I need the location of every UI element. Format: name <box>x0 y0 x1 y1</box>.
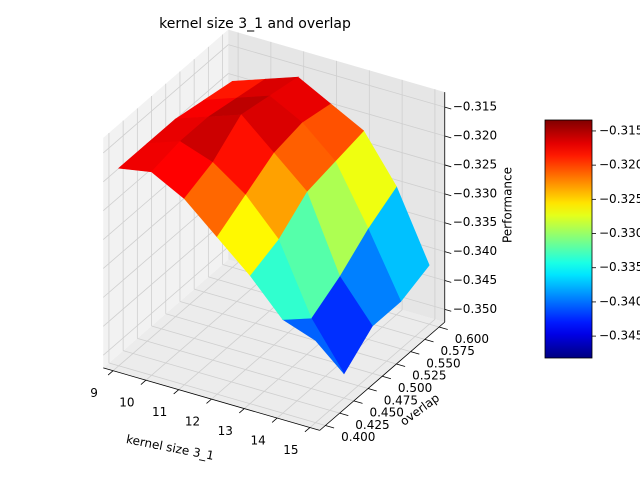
tick-mark <box>367 388 377 392</box>
x-axis-label: kernel size 3_1 <box>125 432 215 463</box>
tick-mark <box>444 164 452 168</box>
grid-line <box>137 337 354 402</box>
tick-mark <box>444 193 452 197</box>
z-tick-label: −0.335 <box>453 215 497 229</box>
tick-mark <box>353 400 363 404</box>
surface-patch <box>216 194 279 276</box>
tick-mark <box>304 427 311 433</box>
y-tick-label: 0.600 <box>455 332 489 346</box>
x-tick-label: 9 <box>90 386 98 400</box>
colorbar-tick-label: −0.320 <box>599 158 640 172</box>
colorbar-tick-label: −0.315 <box>599 123 640 137</box>
colorbar-tick-label: −0.340 <box>599 294 640 308</box>
y-tick-label: 0.550 <box>426 356 460 370</box>
colorbar-tick-label: −0.335 <box>599 260 640 274</box>
tick-mark <box>107 370 114 376</box>
tick-mark <box>271 417 278 423</box>
x-axis <box>103 367 320 431</box>
y-tick-label: 0.400 <box>341 430 375 444</box>
tick-mark <box>140 379 147 385</box>
tick-mark <box>173 389 179 395</box>
x-tick-label: 13 <box>218 424 233 438</box>
tick-mark <box>444 222 452 225</box>
grid-line <box>151 325 369 389</box>
grid-line <box>102 217 229 327</box>
z-tick-label: −0.325 <box>453 157 497 171</box>
tick-mark <box>410 351 420 355</box>
y-tick-label: 0.500 <box>398 381 432 395</box>
tick-mark <box>424 338 434 343</box>
grid-line <box>108 362 326 426</box>
tick-mark <box>444 280 452 283</box>
tick-mark <box>438 326 448 330</box>
x-tick-label: 12 <box>185 415 200 429</box>
y-tick-label: 0.450 <box>369 406 403 420</box>
z-tick-label: −0.345 <box>453 273 497 287</box>
tick-mark <box>444 135 452 139</box>
tick-mark <box>444 251 452 254</box>
tick-mark <box>325 425 335 429</box>
grid-line <box>179 301 397 365</box>
x-tick-label: 10 <box>119 396 134 410</box>
colorbar <box>544 119 593 359</box>
y-tick-label: 0.475 <box>384 393 418 407</box>
y-tick-label: 0.425 <box>355 418 389 432</box>
tick-mark <box>339 412 349 417</box>
y-axis <box>319 321 446 431</box>
z-axis-label: Performance <box>501 167 515 243</box>
tick-mark <box>206 398 212 404</box>
tick-mark <box>444 309 452 312</box>
tick-mark <box>396 363 406 367</box>
tick-mark <box>239 408 245 414</box>
colorbar-tick-label: −0.325 <box>599 192 640 206</box>
x-tick-label: 14 <box>250 434 265 448</box>
colorbar-tick-label: −0.345 <box>599 329 640 343</box>
grid-line <box>102 44 229 154</box>
tick-mark <box>444 106 452 110</box>
x-tick-label: 11 <box>152 405 167 419</box>
z-tick-label: −0.350 <box>453 302 497 316</box>
chart-title: kernel size 3_1 and overlap <box>159 16 351 32</box>
z-tick-label: −0.340 <box>453 244 497 258</box>
tick-mark <box>382 375 392 380</box>
colorbar-tick-label: −0.330 <box>599 226 640 240</box>
z-tick-label: −0.320 <box>453 129 497 143</box>
grid-line <box>228 44 445 108</box>
grid-line <box>102 246 229 356</box>
z-tick-label: −0.315 <box>453 100 497 114</box>
y-tick-label: 0.525 <box>412 369 446 383</box>
x-tick-label: 15 <box>283 443 298 457</box>
grid-line <box>123 350 340 414</box>
y-tick-label: 0.575 <box>441 344 475 358</box>
z-tick-label: −0.330 <box>453 186 497 200</box>
